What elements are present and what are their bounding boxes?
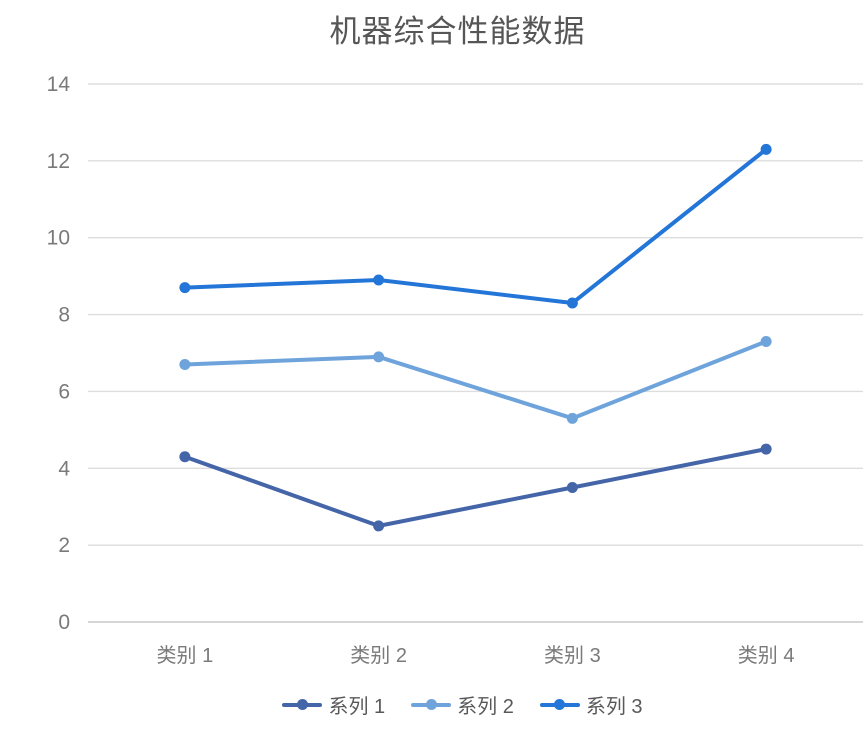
y-tick-label: 10 bbox=[47, 227, 70, 250]
series-line bbox=[182, 147, 769, 306]
series-line bbox=[182, 447, 769, 528]
y-tick-label: 4 bbox=[58, 457, 70, 480]
legend-item-series-1[interactable]: 系列 1 bbox=[282, 690, 385, 719]
x-category-label: 类别 4 bbox=[738, 644, 795, 667]
legend-line-marker-icon bbox=[539, 698, 580, 711]
data-point[interactable] bbox=[179, 359, 191, 371]
legend-label: 系列 2 bbox=[457, 696, 514, 718]
legend-item-series-2[interactable]: 系列 2 bbox=[411, 690, 514, 719]
y-tick-label: 12 bbox=[47, 150, 70, 173]
data-point[interactable] bbox=[179, 282, 191, 294]
legend-item-series-3[interactable]: 系列 3 bbox=[539, 690, 643, 719]
data-point[interactable] bbox=[373, 351, 385, 363]
y-tick-label: 6 bbox=[58, 380, 70, 403]
x-category-label: 类别 3 bbox=[544, 644, 601, 667]
data-point[interactable] bbox=[760, 443, 772, 455]
data-point[interactable] bbox=[373, 274, 385, 286]
y-tick-label: 2 bbox=[58, 534, 70, 557]
legend-line-marker-icon bbox=[282, 698, 323, 711]
x-category-label: 类别 1 bbox=[157, 644, 214, 667]
data-point[interactable] bbox=[566, 412, 578, 424]
data-point[interactable] bbox=[760, 335, 772, 347]
y-tick-label: 14 bbox=[47, 73, 71, 96]
legend-label: 系列 1 bbox=[328, 696, 386, 718]
legend-line-marker-icon bbox=[411, 698, 452, 711]
data-point[interactable] bbox=[179, 451, 191, 463]
chart-title: 机器综合性能数据 bbox=[329, 14, 586, 50]
x-category-label: 类别 2 bbox=[350, 644, 407, 667]
data-point[interactable] bbox=[566, 297, 578, 309]
legend-label: 系列 3 bbox=[585, 696, 643, 718]
data-point[interactable] bbox=[566, 482, 578, 493]
y-tick-label: 0 bbox=[58, 611, 70, 634]
series-line bbox=[182, 339, 769, 421]
data-point[interactable] bbox=[760, 143, 772, 155]
y-tick-label: 8 bbox=[58, 304, 70, 327]
chart-legend: 系列 1 系列 2 系列 3 bbox=[0, 690, 865, 719]
data-point[interactable] bbox=[373, 520, 385, 532]
